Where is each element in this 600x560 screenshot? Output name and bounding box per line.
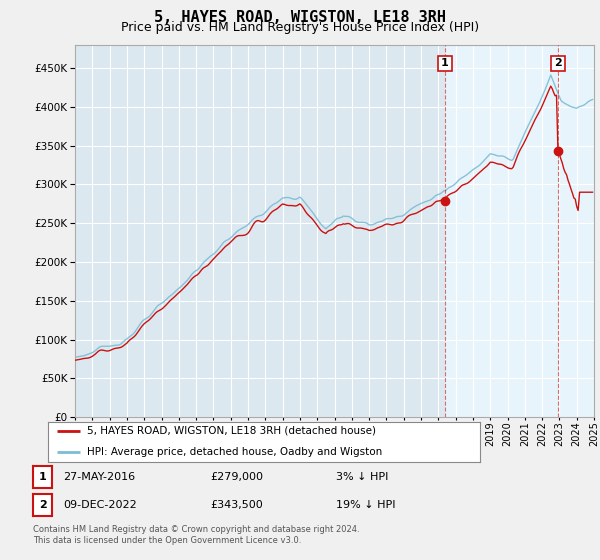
Text: 09-DEC-2022: 09-DEC-2022 — [63, 500, 137, 510]
Text: 1: 1 — [441, 58, 449, 68]
Text: 3% ↓ HPI: 3% ↓ HPI — [336, 472, 388, 482]
Text: £343,500: £343,500 — [210, 500, 263, 510]
Text: HPI: Average price, detached house, Oadby and Wigston: HPI: Average price, detached house, Oadb… — [87, 447, 382, 457]
Text: Contains HM Land Registry data © Crown copyright and database right 2024.
This d: Contains HM Land Registry data © Crown c… — [33, 525, 359, 545]
Text: 27-MAY-2016: 27-MAY-2016 — [63, 472, 135, 482]
Text: 5, HAYES ROAD, WIGSTON, LE18 3RH (detached house): 5, HAYES ROAD, WIGSTON, LE18 3RH (detach… — [87, 426, 376, 436]
Text: 5, HAYES ROAD, WIGSTON, LE18 3RH: 5, HAYES ROAD, WIGSTON, LE18 3RH — [154, 10, 446, 25]
Text: Price paid vs. HM Land Registry's House Price Index (HPI): Price paid vs. HM Land Registry's House … — [121, 21, 479, 34]
Text: 2: 2 — [554, 58, 562, 68]
Text: £279,000: £279,000 — [210, 472, 263, 482]
Text: 2: 2 — [39, 500, 46, 510]
Text: 1: 1 — [39, 472, 46, 482]
Bar — [445, 45, 594, 417]
Text: 19% ↓ HPI: 19% ↓ HPI — [336, 500, 395, 510]
